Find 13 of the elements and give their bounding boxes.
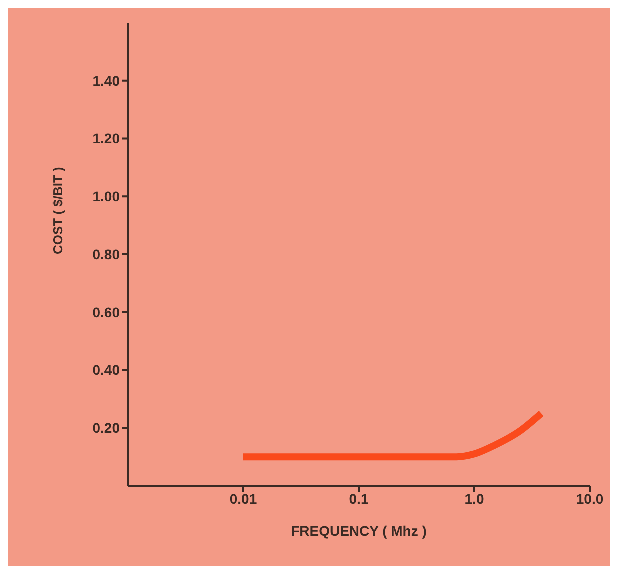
x-axis-title: FREQUENCY ( Mhz ) xyxy=(291,523,427,539)
x-tick-label: 0.01 xyxy=(230,490,258,507)
x-tick-label: 10.0 xyxy=(576,490,604,507)
y-tick-label: 0.40 xyxy=(92,362,120,378)
y-tick-label: 0.80 xyxy=(92,246,120,262)
x-tick-label: 1.0 xyxy=(464,490,484,507)
y-tick-label: 1.40 xyxy=(92,72,120,89)
y-tick-label: 1.00 xyxy=(92,188,120,205)
y-tick-label: 1.20 xyxy=(92,130,120,147)
y-axis-title: COST ( $/BIT ) xyxy=(50,167,66,254)
y-tick-label: 0.60 xyxy=(92,304,120,320)
y-tick-label: 0.20 xyxy=(92,420,120,436)
x-tick-label: 0.1 xyxy=(349,490,369,507)
